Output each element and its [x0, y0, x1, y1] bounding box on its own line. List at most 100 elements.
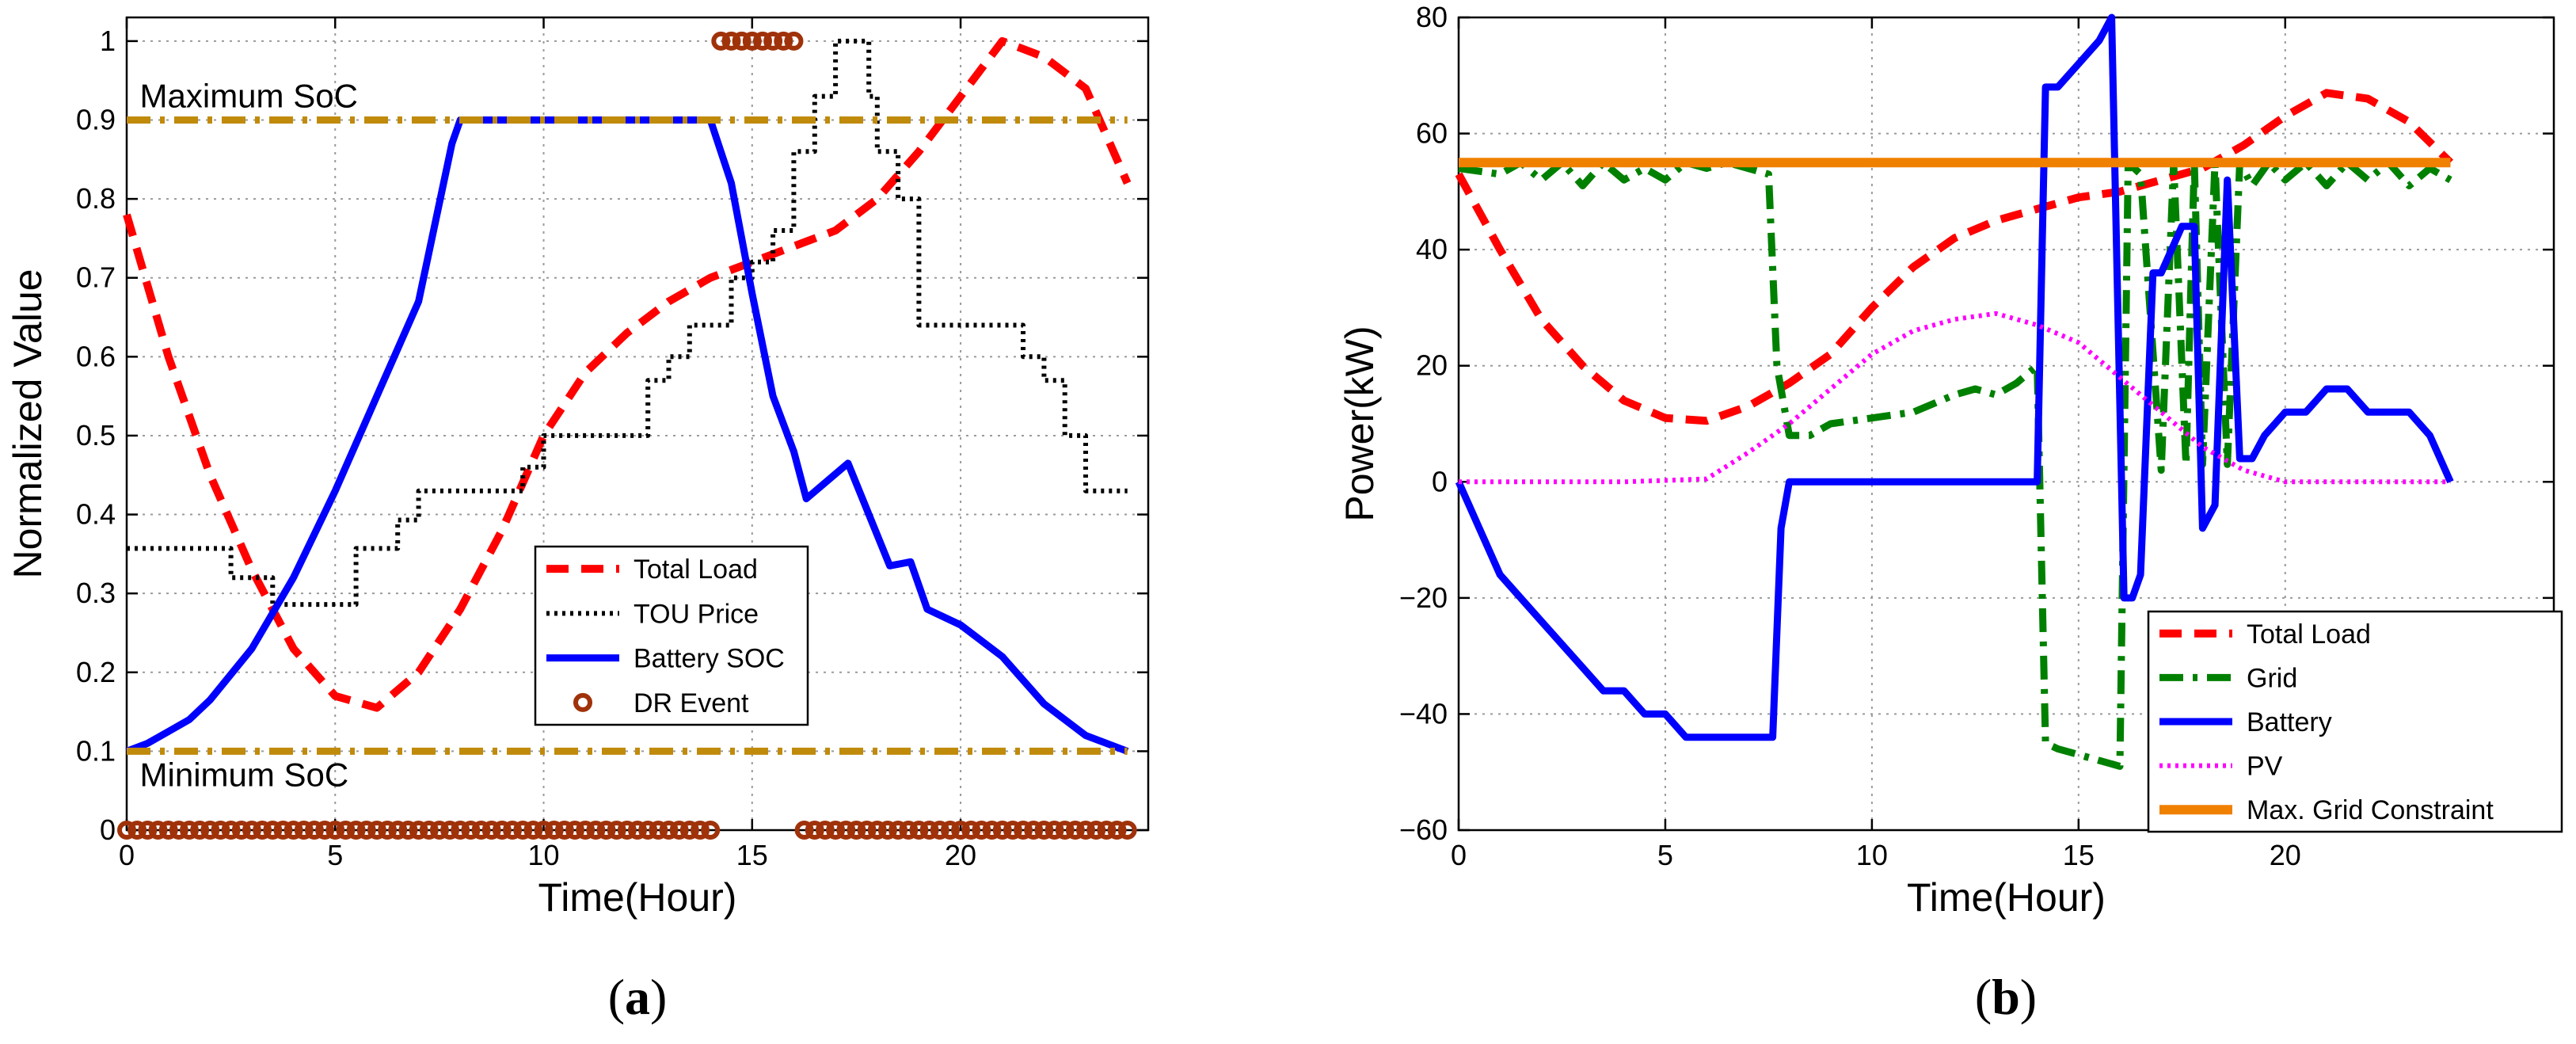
panel-label-letter: b: [1992, 969, 2020, 1025]
annotation-maximum-soc: Maximum SoC: [140, 78, 358, 115]
dr-event-marker: [461, 821, 481, 840]
panel-a: 0 5 10 15 20 0 0.1 0.2 0.3 0.4 0.5 0.6 0.7 0.8 0.9 1 Tim…: [6, 16, 1150, 1025]
dr-event-marker: [919, 821, 939, 840]
dr-event-marker: [294, 821, 314, 840]
y-tick-label: 0.7: [76, 261, 116, 294]
x-tick-label: 15: [2063, 839, 2095, 871]
annotation-minimum-soc: Minimum SoC: [140, 756, 349, 793]
dr-event-marker: [659, 821, 679, 840]
dr-event-marker: [909, 821, 929, 840]
y-tick-label: 0.1: [76, 734, 116, 767]
dr-event-marker: [961, 821, 981, 840]
dr-event-marker: [253, 821, 272, 840]
dr-event-marker: [930, 821, 949, 840]
dr-event-marker: [554, 821, 574, 840]
dr-event-marker: [669, 821, 689, 840]
y-tick-label: 0.2: [76, 656, 116, 688]
dr-event-marker: [805, 821, 824, 840]
panel-label-close-paren: ): [650, 969, 667, 1025]
y-tick-label: 40: [1416, 233, 1448, 265]
y-tick-label: 0.8: [76, 182, 116, 215]
y-tick-label: −40: [1399, 697, 1448, 730]
x-axis-label: Time(Hour): [1907, 875, 2106, 920]
dr-event-marker: [544, 821, 564, 840]
y-tick-label: 0.6: [76, 340, 116, 372]
y-tick-label: 0.5: [76, 419, 116, 452]
panel-label: (a): [608, 969, 668, 1025]
dr-event-marker: [940, 821, 960, 840]
dr-event-marker: [638, 821, 658, 840]
legend-entry-battery-soc-label: Battery SOC: [634, 644, 785, 674]
dr-event-marker: [378, 821, 398, 840]
dr-event-marker: [534, 821, 554, 840]
dr-event-marker: [169, 821, 188, 840]
y-tick-label: 0.9: [76, 103, 116, 135]
dr-event-marker: [221, 821, 241, 840]
x-tick-label: 20: [945, 839, 976, 871]
dr-event-marker: [1117, 821, 1137, 840]
y-tick-label: 0: [100, 813, 116, 846]
x-tick-label: 5: [327, 839, 343, 871]
series-tou-price-line: [127, 38, 1128, 608]
legend-entry-total-load-label: Total Load: [2247, 619, 2371, 650]
dr-event-marker: [992, 821, 1012, 840]
dr-event-marker: [815, 821, 835, 840]
dr-event-marker: [429, 821, 449, 840]
dr-event-marker: [367, 821, 386, 840]
dr-event-marker: [148, 821, 168, 840]
dr-event-marker: [877, 821, 897, 840]
dr-event-marker: [742, 31, 762, 51]
dr-event-marker: [972, 821, 991, 840]
dr-event-marker: [503, 821, 523, 840]
dr-event-marker: [701, 821, 721, 840]
dr-event-marker: [679, 821, 699, 840]
dr-event-marker: [242, 821, 261, 840]
dr-event-marker: [607, 821, 626, 840]
dr-event-marker: [826, 821, 846, 840]
panel-b: 0 5 10 15 20 −60 −40 −20 0 20 40 60 80 Time(Hour) Powe…: [1337, 1, 2563, 1025]
dr-event-marker: [794, 821, 814, 840]
legend: Total Load Grid Battery PV Max. Grid Constra…: [2147, 610, 2563, 833]
dr-event-marker: [190, 821, 210, 840]
dr-event-marker: [690, 821, 710, 840]
dr-event-marker: [471, 821, 491, 840]
dr-event-marker: [1024, 821, 1044, 840]
x-tick-label: 20: [2270, 839, 2301, 871]
dr-event-marker: [721, 31, 741, 51]
panel-label: (b): [1975, 969, 2037, 1025]
dr-event-marker: [419, 821, 439, 840]
dr-event-marker: [784, 31, 804, 51]
dr-event-marker: [273, 821, 293, 840]
series-battery-line: [1455, 13, 2454, 741]
dr-event-marker: [1034, 821, 1054, 840]
legend-entry-dr-event-swatch: [573, 692, 592, 712]
dr-event-marker: [336, 821, 356, 840]
x-tick-label: 15: [736, 839, 768, 871]
x-tick-label: 10: [528, 839, 560, 871]
legend-entry-total-load-label: Total Load: [634, 554, 758, 585]
y-tick-label: 80: [1416, 1, 1448, 33]
y-tick-label: 0: [1432, 465, 1448, 497]
legend-entry-grid-label: Grid: [2247, 663, 2297, 693]
dr-event-marker: [857, 821, 877, 840]
y-tick-label: 60: [1416, 117, 1448, 150]
legend: Total Load TOU Price Battery SOC DR Event: [534, 545, 809, 726]
dr-event-marker: [565, 821, 585, 840]
dr-event-marker: [752, 31, 772, 51]
panel-label-open-paren: (: [608, 969, 625, 1025]
panel-label-open-paren: (: [1975, 969, 1992, 1025]
panel-label-letter: a: [625, 969, 650, 1025]
series-group: [117, 31, 1137, 840]
plot-area-frame: [1457, 16, 2555, 832]
legend-entry-max-grid-constraint-label: Max. Grid Constraint: [2247, 795, 2494, 825]
dr-event-marker: [440, 821, 460, 840]
y-axis-label: Normalized Value: [6, 269, 50, 579]
dr-event-marker: [982, 821, 1002, 840]
dr-event-marker: [1065, 821, 1085, 840]
dr-event-marker: [283, 821, 303, 840]
dr-event-marker: [899, 821, 919, 840]
dr-event-marker: [263, 821, 283, 840]
dr-event-marker: [523, 821, 543, 840]
legend-entry-battery-label: Battery: [2247, 707, 2332, 737]
